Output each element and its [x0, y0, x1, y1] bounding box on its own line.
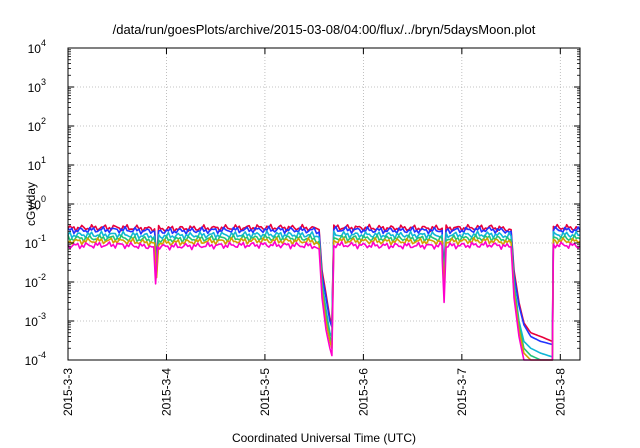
- series-line: [67, 225, 581, 346]
- y-tick-exponent: -4: [38, 350, 46, 360]
- y-tick-base: 10: [25, 237, 39, 251]
- y-tick-base: 10: [25, 354, 39, 368]
- series-line: [67, 233, 581, 361]
- y-tick-exponent: 1: [41, 155, 46, 165]
- x-tick-label: 2015-3-8: [553, 368, 567, 416]
- y-tick-base: 10: [28, 159, 42, 173]
- y-tick-label: 103: [28, 77, 46, 95]
- x-tick-label: 2015-3-7: [455, 368, 469, 416]
- series-line: [67, 240, 581, 361]
- y-tick-label: 100: [28, 194, 46, 212]
- y-tick-base: 10: [25, 276, 39, 290]
- y-tick-base: 10: [28, 198, 42, 212]
- x-axis-ticks: 2015-3-3 2015-3-4 2015-3-5 2015-3-6 2015-3-7…: [61, 48, 567, 416]
- y-tick-base: 10: [28, 120, 42, 134]
- x-tick-label: 2015-3-6: [356, 368, 370, 416]
- series-line: [67, 230, 581, 358]
- grid-lines: [68, 48, 580, 360]
- x-axis-label: Coordinated Universal Time (UTC): [232, 431, 416, 445]
- y-tick-base: 10: [28, 81, 42, 95]
- x-tick-label: 2015-3-4: [159, 368, 173, 416]
- y-tick-label: 10-2: [25, 272, 46, 290]
- y-tick-exponent: 3: [41, 77, 46, 87]
- y-axis-label: cGy/day: [24, 182, 38, 226]
- y-tick-exponent: -1: [38, 233, 46, 243]
- y-tick-exponent: -2: [38, 272, 46, 282]
- series-group: [67, 223, 581, 361]
- y-tick-exponent: 4: [41, 38, 46, 48]
- y-tick-label: 10-4: [25, 350, 46, 368]
- y-tick-exponent: 0: [41, 194, 46, 204]
- y-tick-label: 104: [28, 38, 46, 56]
- x-tick-label: 2015-3-3: [61, 368, 75, 416]
- y-tick-base: 10: [28, 42, 42, 56]
- y-tick-exponent: 2: [41, 116, 46, 126]
- y-tick-exponent: -3: [38, 311, 46, 321]
- chart-title: /data/run/goesPlots/archive/2015-03-08/0…: [113, 22, 536, 37]
- y-tick-label: 102: [28, 116, 46, 134]
- y-tick-label: 101: [28, 155, 46, 173]
- x-tick-label: 2015-3-5: [258, 368, 272, 416]
- y-tick-label: 10-1: [25, 233, 46, 251]
- y-tick-label: 10-3: [25, 311, 46, 329]
- series-line: [67, 236, 581, 361]
- y-tick-base: 10: [25, 315, 39, 329]
